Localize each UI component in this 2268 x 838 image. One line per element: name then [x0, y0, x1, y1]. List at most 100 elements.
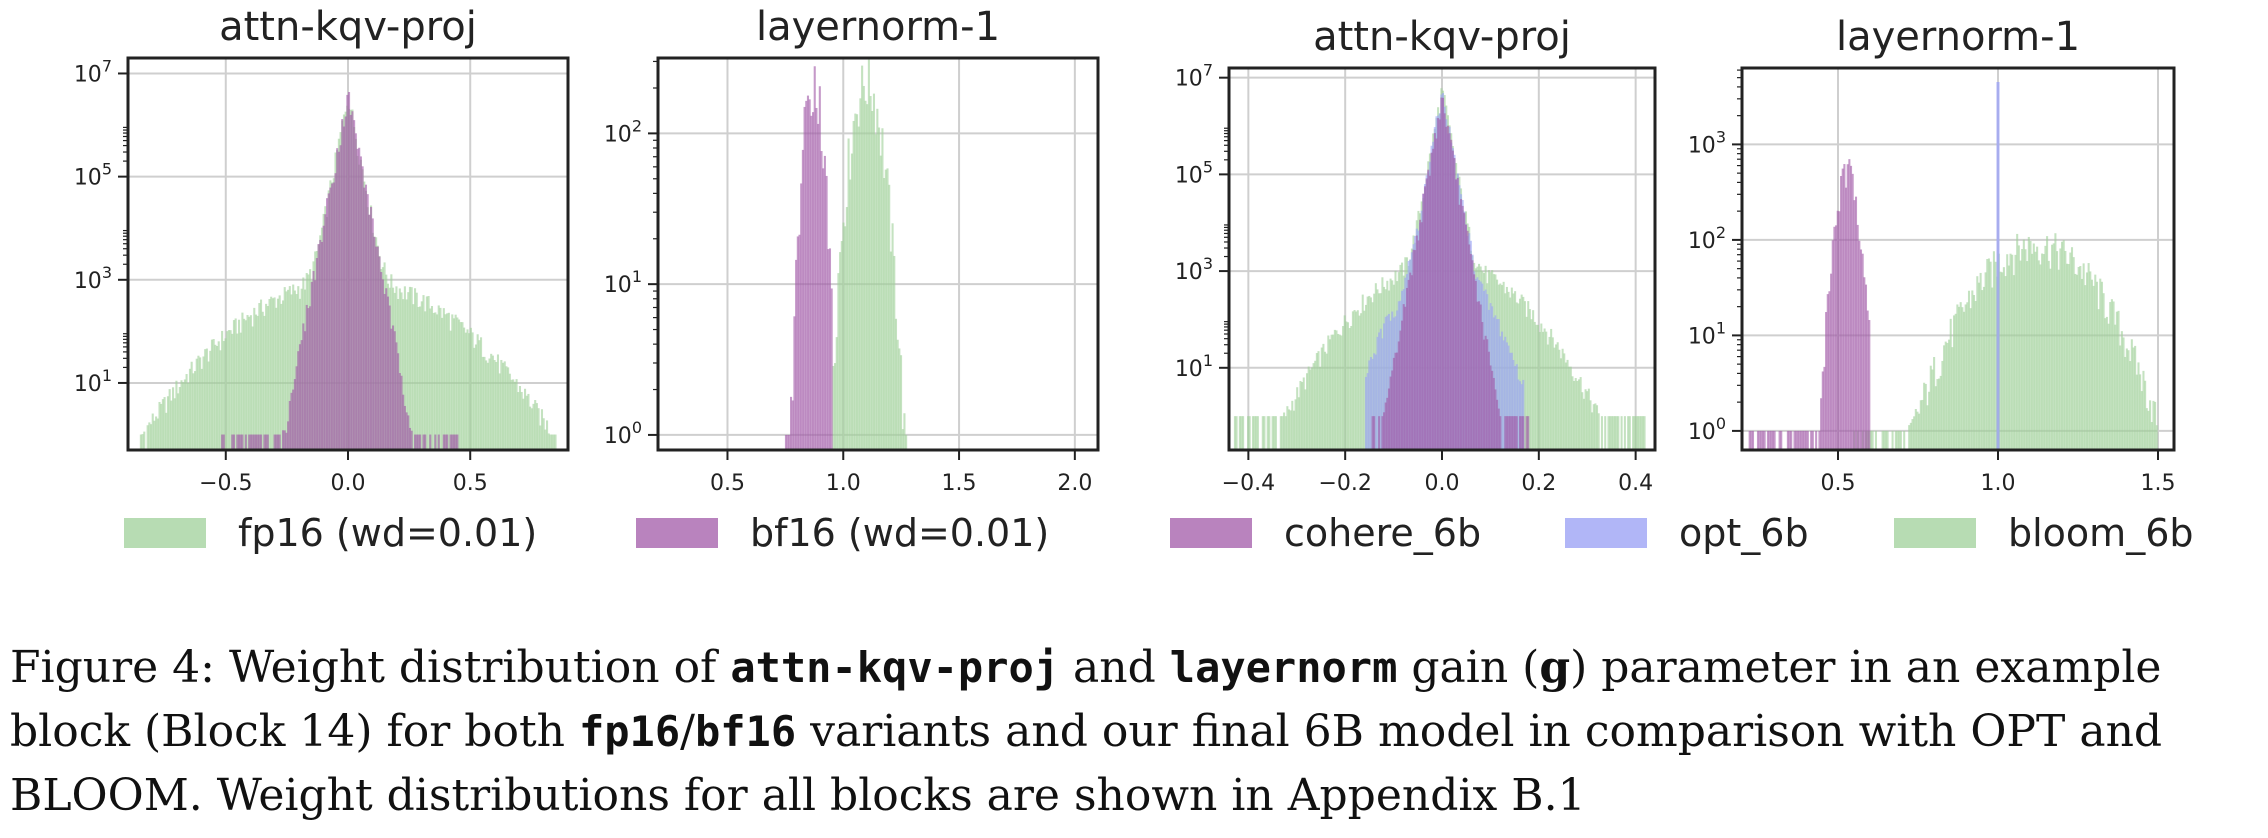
histogram-bar-bloom_6b	[1289, 410, 1292, 450]
histogram-bar-cohere_6b	[1853, 200, 1856, 450]
histogram-bar-bloom_6b	[1307, 366, 1310, 450]
histogram-bar-bloom_6b	[2144, 380, 2147, 450]
histogram-bar-bloom_6b	[2140, 391, 2143, 450]
histogram-bar-bloom_6b	[1640, 416, 1643, 450]
histogram-bar-bloom_6b	[1635, 416, 1638, 450]
legend-item: bf16 (wd=0.01)	[636, 511, 1049, 555]
histogram-bar-bf16 (wd=0.01)	[434, 434, 437, 450]
histogram-bar-bloom_6b	[1979, 272, 1982, 450]
histogram-bar-bloom_6b	[1941, 360, 1944, 450]
histogram-bar-fp16 (wd=0.01)	[266, 306, 269, 450]
histogram-bar-cohere_6b	[1453, 157, 1456, 450]
histogram-bar-bloom_6b	[1317, 351, 1320, 450]
histogram-bar-bloom_6b	[1986, 259, 1989, 450]
histogram-bar-cohere_6b	[1473, 274, 1476, 450]
histogram-bar-opt_6b	[1512, 359, 1515, 450]
histogram-bar-bloom_6b	[2087, 263, 2090, 450]
histogram-bar-cohere_6b	[1433, 133, 1436, 450]
histogram-bar-cohere_6b	[1446, 125, 1449, 450]
histogram-bar-bloom_6b	[2110, 299, 2113, 450]
histogram-bar-fp16 (wd=0.01)	[139, 434, 142, 450]
histogram-bar-bloom_6b	[1591, 412, 1594, 450]
histogram-bar-fp16 (wd=0.01)	[398, 288, 401, 450]
histogram-bar-bf16 (wd=0.01)	[275, 434, 278, 450]
histogram-bar-fp16 (wd=0.01)	[278, 295, 281, 450]
x-tick-label: 0.0	[1425, 471, 1460, 496]
caption-text: /	[680, 706, 695, 757]
histogram-bar-fp16 (wd=0.01)	[844, 226, 847, 450]
histogram-bar-fp16 (wd=0.01)	[839, 252, 842, 450]
histogram-bar-bf16 (wd=0.01)	[317, 244, 320, 450]
histogram-bar-bf16 (wd=0.01)	[806, 95, 810, 450]
histogram-bar-bloom_6b	[1533, 321, 1536, 450]
histogram-bar-fp16 (wd=0.01)	[864, 100, 867, 450]
histogram-bar-bloom_6b	[2129, 361, 2132, 450]
histogram-bar-cohere_6b	[1491, 370, 1494, 450]
histogram-bar-cohere_6b	[1864, 284, 1868, 450]
histogram-bar-fp16 (wd=0.01)	[894, 318, 898, 450]
histogram-bar-fp16 (wd=0.01)	[163, 397, 166, 450]
histogram-bar-cohere_6b	[1438, 119, 1441, 450]
histogram-bar-fp16 (wd=0.01)	[146, 425, 149, 450]
histogram-bar-bloom_6b	[1908, 425, 1911, 450]
histogram-bar-bloom_6b	[1918, 413, 1921, 450]
histogram-bar-fp16 (wd=0.01)	[436, 314, 439, 450]
histogram-bar-fp16 (wd=0.01)	[884, 169, 887, 450]
histogram-bar-fp16 (wd=0.01)	[529, 406, 532, 450]
histogram-bar-bf16 (wd=0.01)	[414, 434, 417, 450]
histogram-bar-bloom_6b	[1913, 416, 1916, 450]
histogram-bar-fp16 (wd=0.01)	[535, 403, 538, 450]
histogram-bar-bloom_6b	[2036, 246, 2039, 450]
histogram-bar-bloom_6b	[1954, 313, 1957, 450]
histogram-bar-opt_6b	[1500, 331, 1504, 450]
histogram-bar-cohere_6b	[1805, 430, 1808, 450]
histogram-bar-bf16 (wd=0.01)	[273, 434, 276, 450]
histogram-bar-bf16 (wd=0.01)	[424, 434, 427, 450]
histogram-bar-bloom_6b	[1261, 416, 1264, 450]
histogram-bar-bloom_6b	[1643, 416, 1646, 450]
histogram-bar-cohere_6b	[1788, 430, 1791, 450]
histogram-bar-cohere_6b	[1496, 399, 1499, 450]
histogram-bar-bloom_6b	[2134, 345, 2137, 450]
y-tick-label: 107	[1175, 61, 1213, 92]
legend-swatch	[124, 518, 206, 548]
histogram-bar-bf16 (wd=0.01)	[263, 434, 266, 450]
histogram-bar-fp16 (wd=0.01)	[459, 322, 462, 450]
histogram-bar-bf16 (wd=0.01)	[813, 66, 816, 450]
histogram-bar-bloom_6b	[2044, 245, 2047, 450]
histogram-bar-bf16 (wd=0.01)	[329, 187, 332, 450]
histogram-bar-bf16 (wd=0.01)	[446, 434, 449, 450]
y-tick-label: 101	[1175, 351, 1213, 382]
histogram-bar-fp16 (wd=0.01)	[283, 287, 286, 450]
histogram-bar-fp16 (wd=0.01)	[502, 362, 505, 450]
histogram-bar-bloom_6b	[2064, 250, 2067, 450]
histogram-bar-cohere_6b	[1423, 186, 1427, 450]
histogram-bar-cohere_6b	[1795, 430, 1798, 450]
histogram-bar-bf16 (wd=0.01)	[798, 234, 801, 450]
histogram-bar-cohere_6b	[1519, 416, 1522, 450]
histogram-bar-bloom_6b	[1921, 399, 1924, 450]
histogram-bar-fp16 (wd=0.01)	[437, 305, 440, 450]
histogram-bar-bloom_6b	[1883, 430, 1886, 450]
histogram-bar-cohere_6b	[1825, 312, 1828, 450]
histogram-bar-cohere_6b	[1810, 430, 1813, 450]
histogram-bar-cohere_6b	[1397, 341, 1400, 450]
histogram-bar-bf16 (wd=0.01)	[354, 133, 357, 450]
histogram-bar-fp16 (wd=0.01)	[500, 359, 503, 450]
histogram-bar-cohere_6b	[1409, 272, 1412, 450]
histogram-bar-fp16 (wd=0.01)	[290, 294, 293, 450]
histogram-bar-bloom_6b	[1555, 344, 1558, 450]
histogram-bar-bloom_6b	[2097, 309, 2100, 450]
histogram-bar-bloom_6b	[2114, 324, 2117, 450]
histogram-bar-opt_6b	[1522, 379, 1525, 450]
histogram-bar-cohere_6b	[1751, 430, 1755, 450]
histogram-bar-bloom_6b	[2119, 345, 2122, 450]
histogram-bar-bf16 (wd=0.01)	[810, 115, 813, 450]
histogram-bar-bloom_6b	[1617, 416, 1620, 450]
histogram-bar-bloom_6b	[2042, 254, 2045, 450]
histogram-bar-bloom_6b	[1348, 328, 1351, 450]
chart-panel-2: 0.5 1.0 1.5 2.0 100 101 102 layernorm-1	[604, 4, 1100, 496]
histogram-bar-bloom_6b	[2095, 281, 2098, 450]
histogram-bar-bloom_6b	[1587, 388, 1590, 450]
histogram-bar-cohere_6b	[1780, 430, 1783, 450]
